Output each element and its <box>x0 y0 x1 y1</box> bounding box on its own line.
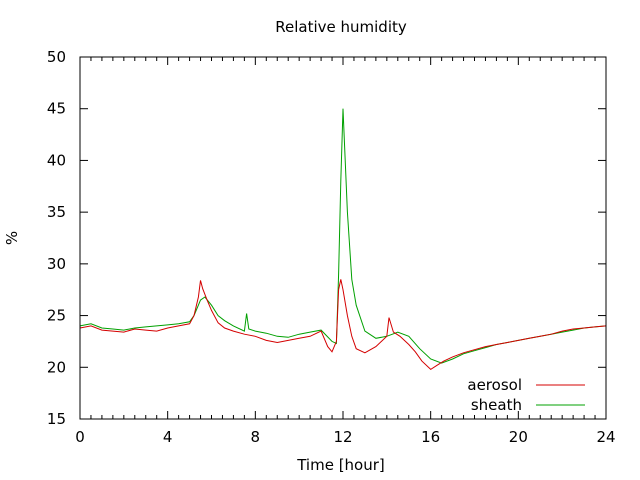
x-tick-label: 16 <box>421 428 440 446</box>
x-tick-label: 4 <box>163 428 173 446</box>
chart-title: Relative humidity <box>275 18 407 36</box>
x-tick-label: 0 <box>75 428 85 446</box>
x-tick-label: 24 <box>596 428 615 446</box>
y-tick-label: 45 <box>47 100 66 118</box>
series-lines <box>79 108 607 371</box>
y-tick-label: 50 <box>47 48 66 66</box>
axis-ticks: 0 4 8 12 16 20 24 15 20 25 30 35 40 45 50 <box>47 48 616 446</box>
plot-area-frame <box>79 56 607 420</box>
series-line-aerosol <box>79 279 607 371</box>
y-tick-label: 35 <box>47 203 66 221</box>
x-tick-label: 20 <box>509 428 528 446</box>
x-axis-label: Time [hour] <box>296 456 385 474</box>
y-tick-label: 20 <box>47 358 66 376</box>
x-tick-label: 12 <box>333 428 352 446</box>
legend-label-aerosol: aerosol <box>467 376 522 394</box>
y-tick-label: 40 <box>47 151 66 169</box>
legend-label-sheath: sheath <box>471 396 522 414</box>
y-tick-label: 30 <box>47 255 66 273</box>
y-tick-label: 15 <box>47 410 66 428</box>
x-tick-label: 8 <box>251 428 261 446</box>
legend: aerosol sheath <box>467 376 585 414</box>
y-tick-label: 25 <box>47 307 66 325</box>
y-axis-label: % <box>3 231 21 245</box>
series-line-sheath <box>79 108 607 364</box>
